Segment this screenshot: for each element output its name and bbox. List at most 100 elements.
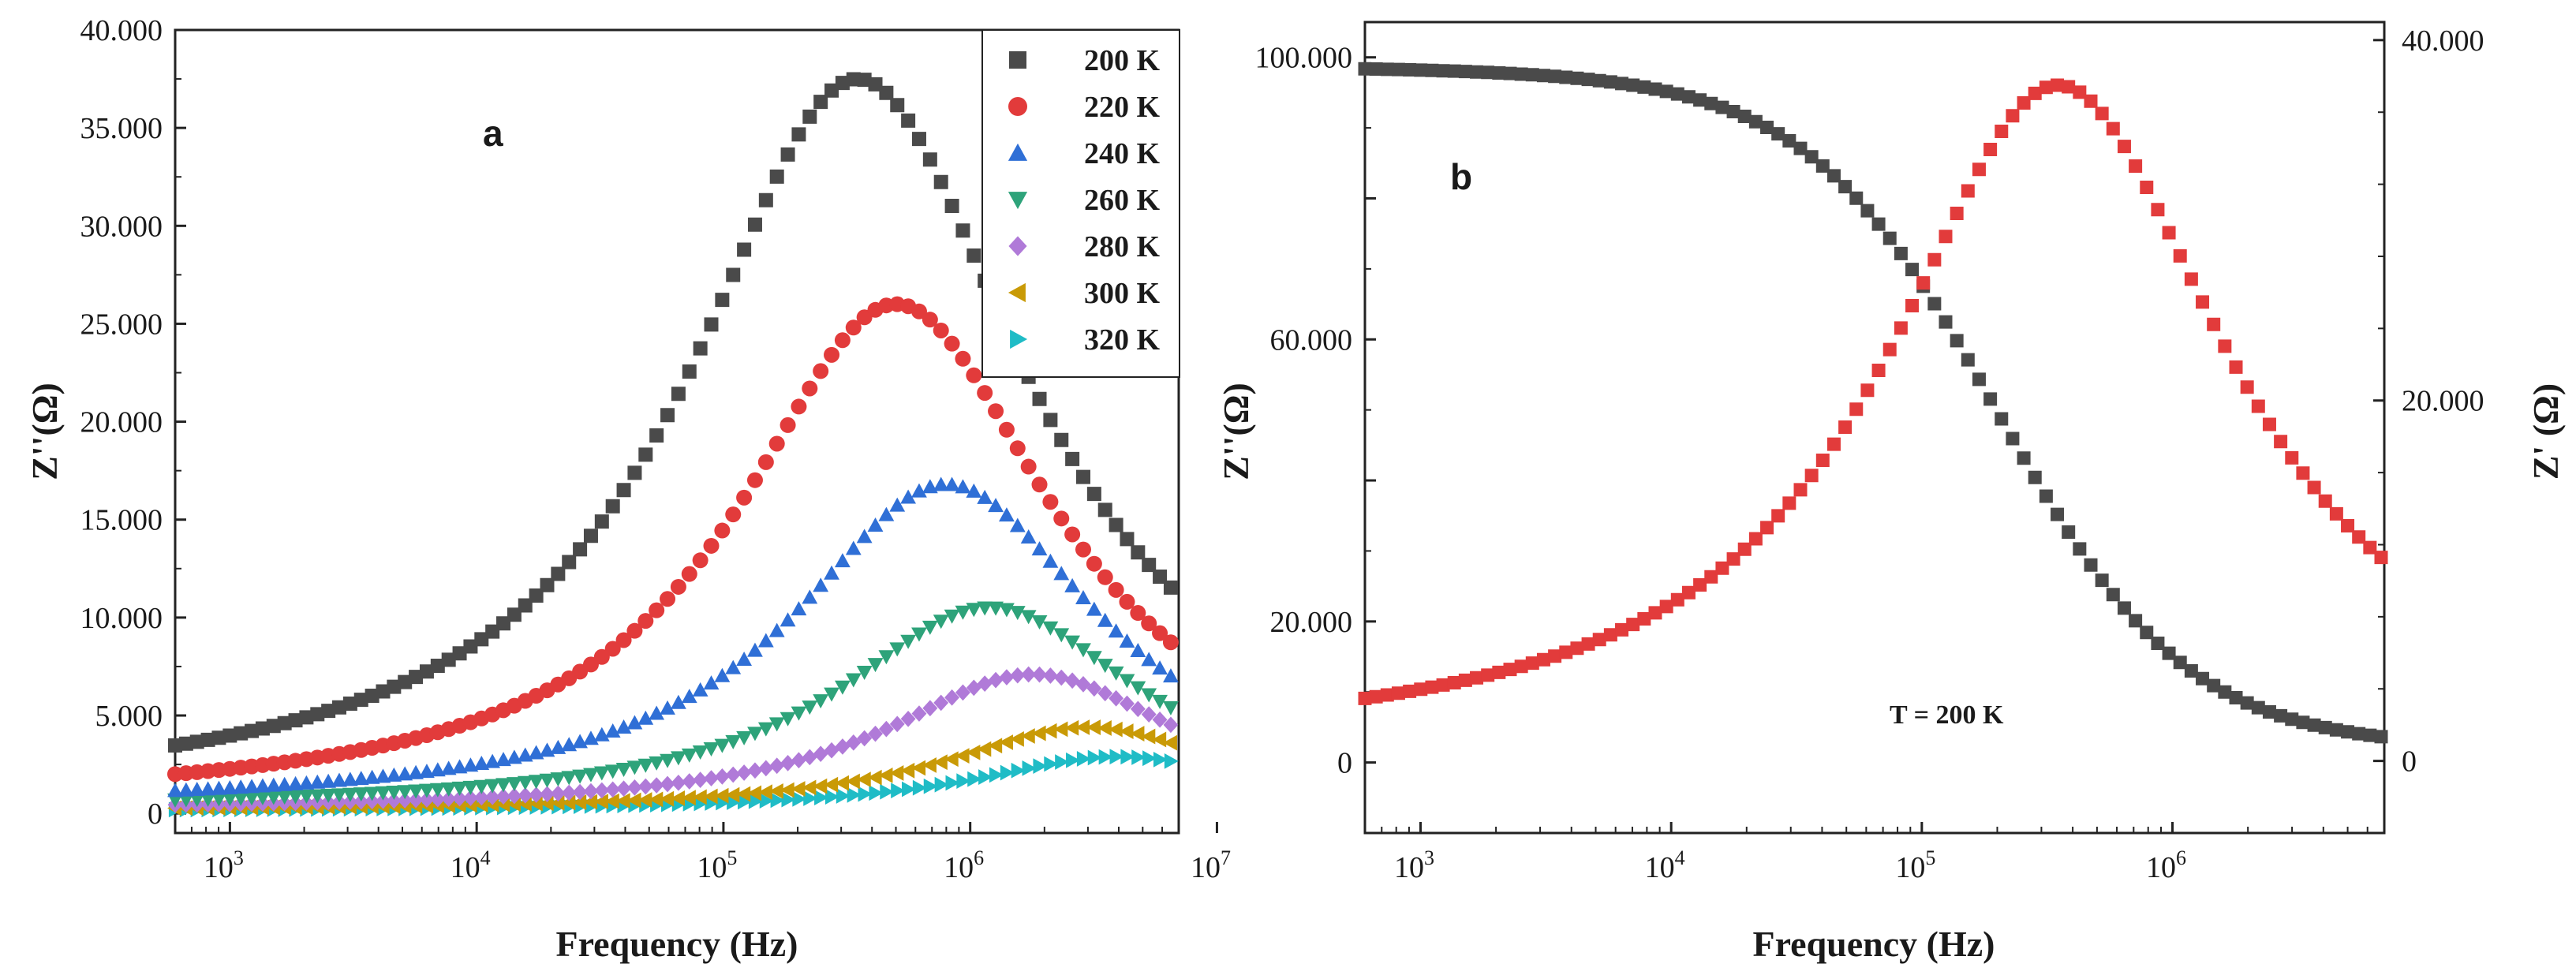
data-point <box>856 665 873 680</box>
data-point <box>1358 691 1372 705</box>
data-point <box>1097 685 1113 702</box>
data-point <box>550 794 565 811</box>
panel-a-ylabel: Z''(Ω) <box>24 383 65 480</box>
data-point <box>977 489 993 504</box>
data-point <box>780 417 796 433</box>
data-point <box>495 788 511 805</box>
data-point <box>473 789 489 806</box>
data-point <box>1849 191 1864 205</box>
data-point <box>1525 68 1539 82</box>
legend-marker <box>1008 97 1027 116</box>
data-point <box>551 566 566 581</box>
data-point <box>2173 248 2187 263</box>
data-point <box>1064 635 1081 650</box>
legend-label: 320 K <box>1084 323 1161 357</box>
series-200k <box>168 72 1178 753</box>
data-point <box>1882 231 1897 245</box>
data-point <box>332 700 347 715</box>
data-point <box>2296 466 2310 480</box>
data-point <box>671 387 686 402</box>
data-point <box>736 764 752 781</box>
data-point <box>342 697 357 712</box>
legend-marker <box>1008 282 1026 303</box>
data-point <box>1033 758 1048 775</box>
data-point <box>999 669 1015 685</box>
data-point <box>813 363 829 379</box>
chart-panel-b: 0 20.000 60.000 100.000 0 20.000 40.000 103 104 1… <box>1216 21 2566 964</box>
data-point <box>451 781 468 796</box>
data-point <box>1637 611 1651 626</box>
data-point <box>1470 65 1484 79</box>
data-point <box>615 719 632 734</box>
data-point <box>1131 749 1146 765</box>
data-point <box>802 380 818 397</box>
data-point <box>2318 720 2332 734</box>
series-220k <box>167 296 1179 783</box>
data-point <box>692 789 707 805</box>
data-point <box>955 350 971 367</box>
data-point <box>944 335 960 352</box>
data-point <box>1648 82 1662 96</box>
data-point <box>1391 686 1405 700</box>
data-point <box>2285 712 2299 727</box>
data-point <box>835 76 850 91</box>
data-point <box>1163 734 1178 751</box>
data-point <box>2207 317 2221 331</box>
data-point <box>824 565 839 580</box>
data-point <box>583 783 599 800</box>
data-point <box>2240 380 2254 394</box>
data-point <box>1950 206 1964 220</box>
data-point <box>496 616 511 631</box>
data-point <box>1950 334 1964 348</box>
data-point <box>671 774 686 791</box>
data-point <box>2062 80 2076 94</box>
data-point <box>1894 246 1908 260</box>
data-point <box>1152 625 1168 641</box>
data-point <box>1066 752 1081 768</box>
data-point <box>550 785 566 802</box>
data-point <box>923 778 938 794</box>
data-point <box>857 730 873 747</box>
data-point <box>1414 63 1428 77</box>
data-point <box>2251 700 2265 715</box>
data-point <box>1120 695 1135 712</box>
data-point <box>320 788 337 803</box>
data-point <box>1369 689 1383 704</box>
data-point <box>802 589 818 604</box>
data-point <box>1626 618 1640 632</box>
data-point <box>1681 585 1696 600</box>
data-point <box>933 322 949 338</box>
data-point <box>955 684 970 701</box>
data-point <box>725 786 740 803</box>
data-point <box>1548 649 1562 663</box>
data-point <box>944 198 959 213</box>
data-point <box>847 786 862 803</box>
data-point <box>1559 70 1573 84</box>
data-point <box>867 517 884 532</box>
data-point <box>748 793 763 809</box>
panel-b-ytick-label-right: 0 <box>2402 745 2417 779</box>
data-point <box>977 741 992 757</box>
data-point <box>408 791 424 809</box>
data-point <box>1559 645 1573 659</box>
data-point <box>2307 480 2321 495</box>
data-point <box>1447 675 1461 689</box>
data-point <box>1086 601 1102 616</box>
data-point <box>1961 353 1975 367</box>
data-point <box>738 794 753 810</box>
data-point <box>933 476 949 491</box>
data-point <box>747 727 763 742</box>
data-point <box>1153 751 1168 768</box>
data-point <box>1826 169 1841 183</box>
legend-marker <box>1008 236 1027 256</box>
data-point <box>1031 476 1048 493</box>
data-point <box>1163 668 1179 683</box>
data-point <box>1142 750 1157 767</box>
data-point <box>2262 417 2276 431</box>
data-point <box>1436 678 1450 692</box>
data-point <box>200 792 216 807</box>
data-point <box>364 769 380 784</box>
data-point <box>572 769 588 784</box>
data-point <box>768 622 785 637</box>
